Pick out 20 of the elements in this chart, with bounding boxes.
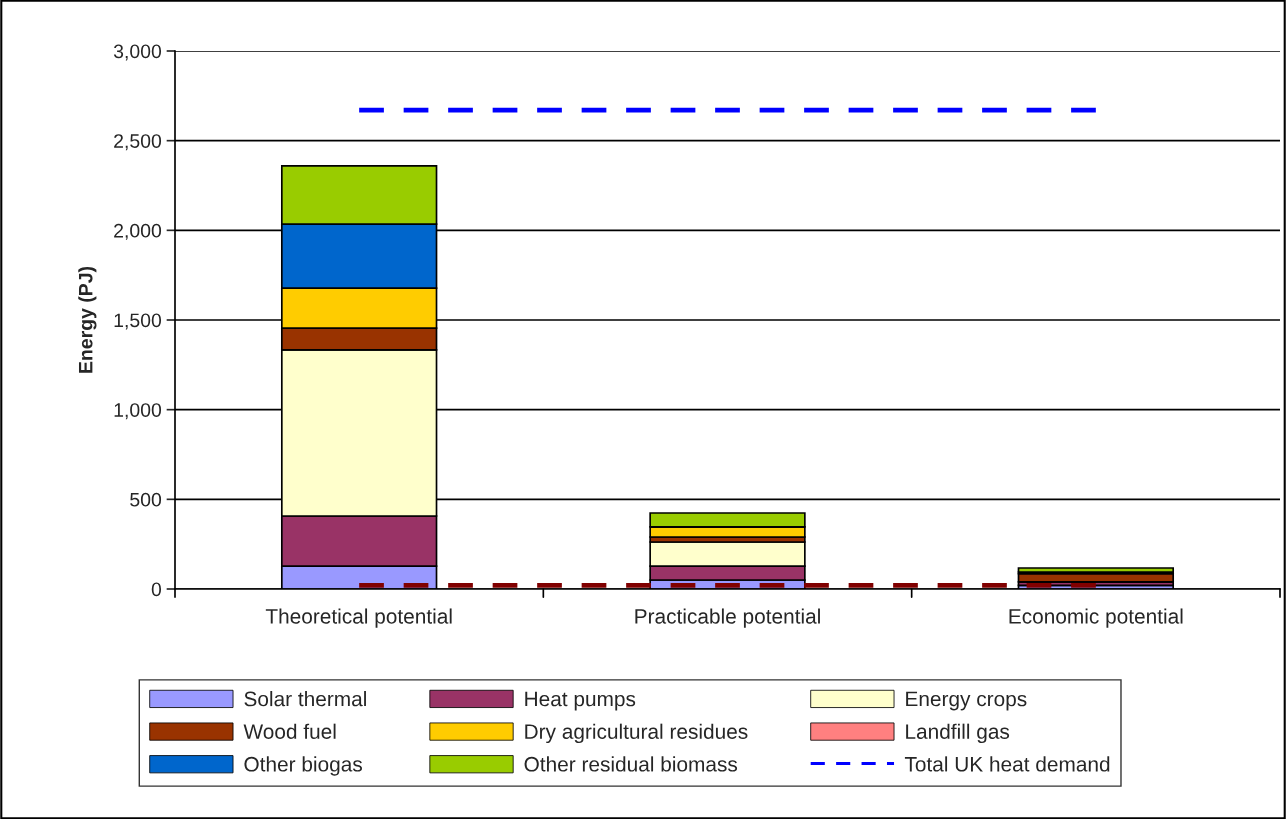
y-tick-label: 2,000 (114, 223, 162, 240)
x-tick-label: Economic potential (1009, 608, 1183, 628)
legend-label: Energy crops (906, 691, 1027, 711)
legend-label: Other biogas (244, 756, 362, 776)
y-tick-label: 0 (151, 582, 162, 597)
y-tick-label: 2,500 (114, 134, 162, 151)
legend-label: Solar thermal (244, 691, 366, 707)
y-tick-label: 500 (130, 492, 162, 507)
y-axis-title: Energy (PJ) (78, 266, 97, 373)
legend-label: Other residual biomass (524, 756, 738, 772)
y-tick-label: 1,000 (114, 403, 162, 420)
legend-label: Total UK heat demand (904, 756, 1110, 772)
y-tick-label: 3,000 (113, 44, 162, 61)
legend-label: Landfill gas (906, 723, 1010, 744)
x-tick-label: Practicable potential (635, 608, 820, 628)
legend-label: Dry agricultural residues (525, 723, 748, 744)
legend-label: Wood fuel (243, 723, 336, 739)
y-tick-label: 1,500 (114, 313, 162, 330)
x-tick-label: Theoretical potential (265, 608, 452, 628)
legend-label: Heat pumps (525, 691, 636, 711)
